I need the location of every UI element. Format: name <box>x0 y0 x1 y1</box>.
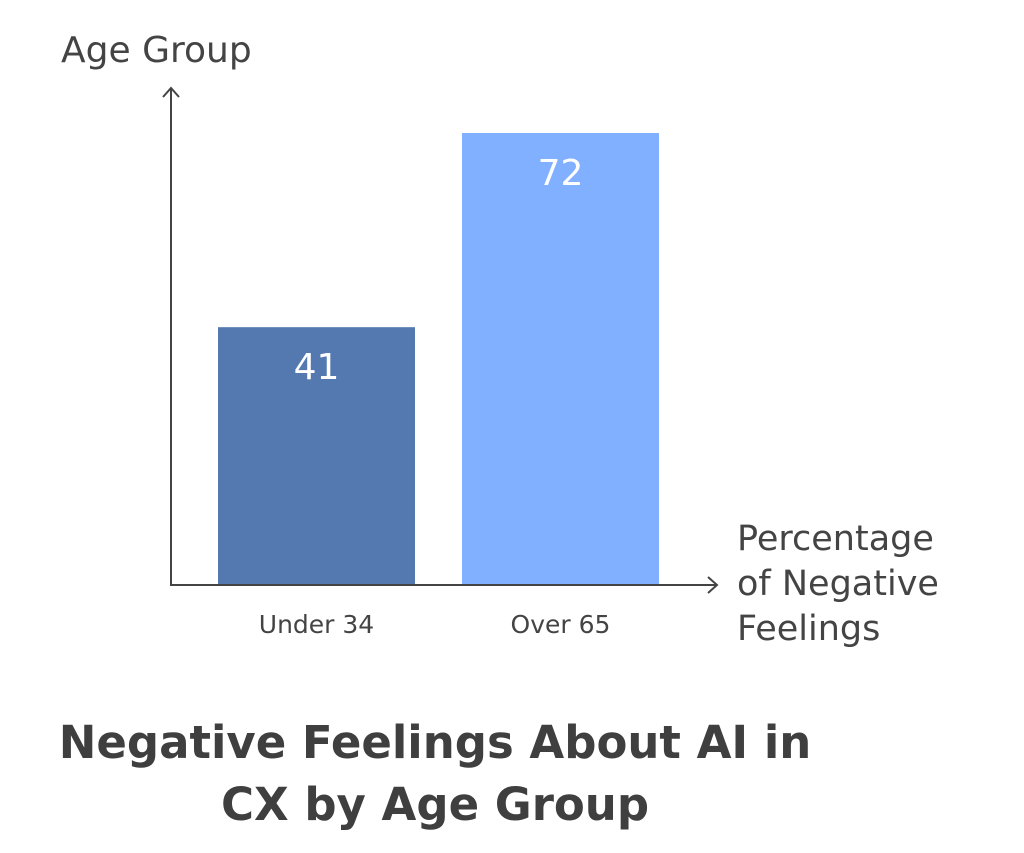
x-axis-label-line: Feelings <box>737 609 881 649</box>
chart-title: Negative Feelings About AI in CX by Age … <box>0 712 870 836</box>
x-axis-label: Percentage of Negative Feelings <box>737 517 1017 652</box>
y-axis-arrow <box>162 86 180 98</box>
bar-value-label: 72 <box>538 153 584 194</box>
category-tick-label: Over 65 <box>511 610 611 639</box>
bar-over-65 <box>462 133 659 584</box>
chart-title-line: CX by Age Group <box>220 778 650 831</box>
bar-value-label: 41 <box>294 347 340 388</box>
category-tick-label: Under 34 <box>259 610 374 639</box>
x-axis-label-line: of Negative <box>737 564 939 604</box>
x-axis-arrow <box>707 576 719 594</box>
x-axis-label-line: Percentage <box>737 519 934 559</box>
chart-title-line: Negative Feelings About AI in <box>58 716 812 769</box>
y-axis-label: Age Group <box>61 30 252 71</box>
bar-under-34 <box>218 327 415 584</box>
